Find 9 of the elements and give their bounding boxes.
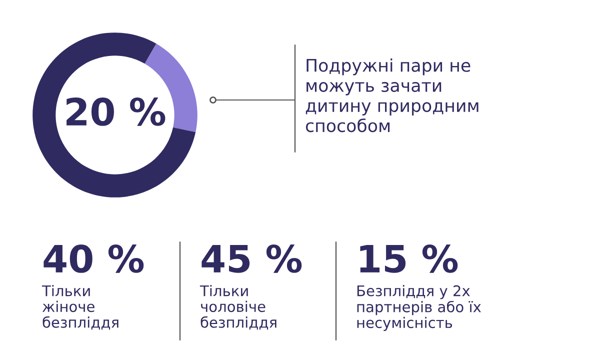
- text: Подружні пари не можуть зачати дитину природним способом: [306, 58, 478, 132]
- text: 15 %: [360, 244, 458, 273]
- text: 20 %: [66, 98, 166, 126]
- text: 45 %: [202, 244, 302, 273]
- text: 40 %: [44, 244, 144, 273]
- text: Тільки жіноче безпліддя: [42, 285, 118, 330]
- text: Тільки чоловіче безпліддя: [200, 285, 276, 330]
- donut-slice: [32, 32, 196, 198]
- text: Безпліддя у 2х партнерів або їх несумісність: [357, 285, 481, 331]
